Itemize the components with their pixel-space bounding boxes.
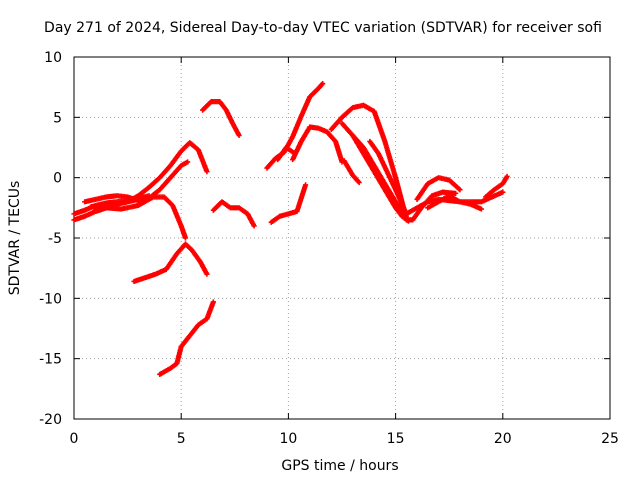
series-arc13 xyxy=(275,144,298,163)
series-arc5 xyxy=(88,194,189,241)
series-arc10 xyxy=(264,80,326,171)
axis-ticks xyxy=(73,56,611,420)
y-tick-labels: 10 5 0 -5 -10 -15 -20 xyxy=(39,50,62,428)
data-point xyxy=(457,187,463,193)
y-tick-label: 0 xyxy=(53,171,62,187)
series-arc6 xyxy=(131,241,210,285)
grid-lines xyxy=(74,57,610,419)
data-point xyxy=(453,190,459,196)
y-tick-label: -20 xyxy=(39,412,62,428)
y-tick-label: -5 xyxy=(48,231,62,247)
series-arc7 xyxy=(157,299,216,377)
y-tick-label: 10 xyxy=(44,50,62,66)
data-point xyxy=(182,235,189,241)
series-arc20 xyxy=(414,175,463,202)
series-arc8 xyxy=(200,99,242,139)
x-axis-label: GPS time / hours xyxy=(281,458,398,474)
series-arc18 xyxy=(341,158,362,186)
data-point xyxy=(320,80,326,87)
data-points xyxy=(71,80,510,377)
chart-title: Day 271 of 2024, Sidereal Day-to-day VTE… xyxy=(44,20,602,36)
y-tick-label: -10 xyxy=(39,291,62,307)
data-point xyxy=(204,169,210,175)
series-arc9 xyxy=(210,199,257,229)
series-arc11 xyxy=(290,124,345,165)
x-tick-label: 5 xyxy=(177,431,186,447)
data-point xyxy=(204,271,210,277)
data-point xyxy=(210,299,216,305)
data-point xyxy=(356,179,362,186)
data-point xyxy=(236,132,242,139)
x-tick-labels: 0 5 10 15 20 25 xyxy=(70,431,619,447)
x-tick-label: 0 xyxy=(70,431,79,447)
data-point xyxy=(302,182,309,188)
data-point xyxy=(405,218,412,224)
y-axis-label: SDTVAR / TECUs xyxy=(7,181,23,296)
data-point xyxy=(500,189,506,195)
y-tick-label: 5 xyxy=(53,110,62,126)
data-point xyxy=(185,159,191,165)
data-point xyxy=(504,173,510,180)
y-tick-label: -15 xyxy=(39,352,62,368)
x-tick-label: 25 xyxy=(601,431,619,447)
series-arc21 xyxy=(425,193,484,212)
data-point xyxy=(478,206,484,212)
data-point xyxy=(251,223,257,229)
x-tick-label: 20 xyxy=(494,431,512,447)
x-tick-label: 10 xyxy=(279,431,297,447)
series-arc22 xyxy=(483,173,510,200)
x-tick-label: 15 xyxy=(387,431,405,447)
data-point xyxy=(292,150,298,157)
series-arc12 xyxy=(268,182,309,225)
